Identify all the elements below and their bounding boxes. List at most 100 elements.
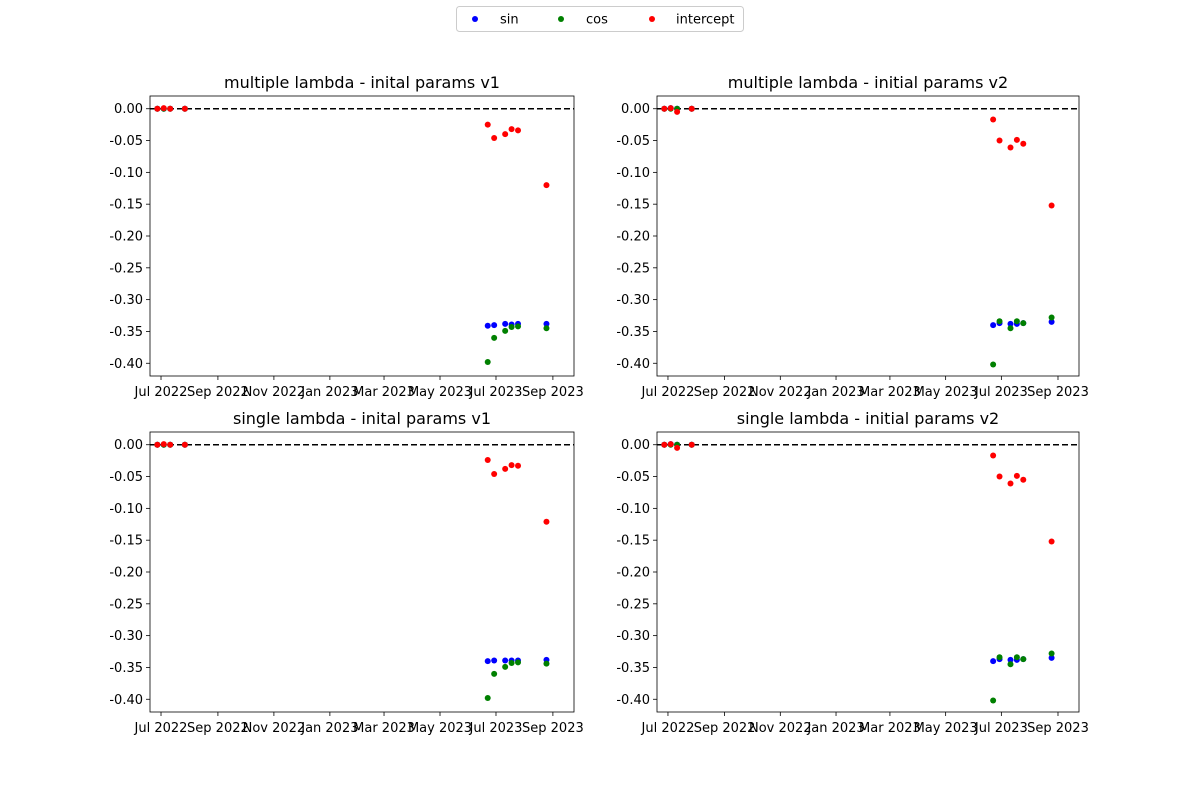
data-point-cos xyxy=(508,660,515,666)
x-tick-label: Jul 2023 xyxy=(469,721,523,736)
y-tick-label: -0.15 xyxy=(109,198,143,213)
data-point-intercept xyxy=(1020,140,1027,147)
y-tick-label: -0.40 xyxy=(616,693,650,708)
data-point-cos xyxy=(1007,325,1014,332)
axes-frame xyxy=(149,95,575,377)
data-point-sin xyxy=(491,657,498,664)
chart-title: single lambda - inital params v1 xyxy=(233,409,491,428)
x-tick-label: Jan 2023 xyxy=(806,721,864,736)
axes-frame xyxy=(656,431,1080,713)
subplot-2: multiple lambda - initial params v2 0.00 -… xyxy=(616,73,1088,400)
data-point-sin xyxy=(1048,318,1055,325)
x-tick-label: Sep 2023 xyxy=(522,385,584,400)
chart-title: single lambda - initial params v2 xyxy=(737,409,999,428)
x-tick-label: May 2023 xyxy=(408,721,472,736)
y-tick-label: -0.35 xyxy=(616,661,650,676)
data-point-intercept xyxy=(1007,480,1014,487)
y-tick-label: -0.30 xyxy=(109,629,143,644)
y-tick-label: -0.15 xyxy=(109,534,143,549)
y-tick-label: -0.10 xyxy=(616,502,650,517)
x-tick-label: Nov 2022 xyxy=(243,385,306,400)
axes-frame xyxy=(149,431,575,713)
x-tick-label: Sep 2022 xyxy=(187,721,249,736)
data-point-intercept xyxy=(667,105,674,112)
data-point-intercept xyxy=(508,462,515,469)
y-tick-label: -0.05 xyxy=(109,470,143,485)
x-tick-label: Jan 2023 xyxy=(806,385,864,400)
x-tick-label: Sep 2023 xyxy=(522,721,584,736)
x-tick-label: Jul 2022 xyxy=(641,385,695,400)
data-point-sin xyxy=(484,658,491,665)
data-point-cos xyxy=(996,654,1003,661)
data-point-intercept xyxy=(543,518,550,525)
y-tick-label: -0.20 xyxy=(109,230,143,245)
data-point-intercept xyxy=(160,441,167,448)
y-tick-label: -0.10 xyxy=(616,166,650,181)
data-point-cos xyxy=(491,334,498,341)
data-point-cos xyxy=(484,695,491,701)
data-point-cos xyxy=(990,697,997,704)
legend-marker-sin xyxy=(472,16,478,22)
axes-frame xyxy=(656,95,1080,377)
data-point-intercept xyxy=(990,452,997,459)
data-point-intercept xyxy=(491,135,498,141)
data-point-intercept xyxy=(688,441,695,448)
y-tick-label: 0.00 xyxy=(621,102,650,117)
x-tick-label: Jan 2023 xyxy=(300,385,358,400)
data-point-sin xyxy=(1007,320,1014,327)
legend-label-sin: sin xyxy=(500,13,519,28)
data-point-intercept xyxy=(688,105,695,112)
data-point-intercept xyxy=(167,441,174,448)
y-tick-label: -0.25 xyxy=(109,597,143,612)
x-tick-label: Jul 2022 xyxy=(641,721,695,736)
data-point-cos xyxy=(1013,654,1020,661)
y-tick-label: -0.40 xyxy=(109,357,143,372)
y-tick-label: -0.05 xyxy=(616,134,650,149)
legend-label-intercept: intercept xyxy=(676,13,735,28)
data-point-intercept xyxy=(502,465,509,472)
data-point-cos xyxy=(996,318,1003,325)
series-intercept xyxy=(154,441,550,525)
data-point-intercept xyxy=(515,127,522,134)
subplots: multiple lambda - inital params v1 0.00 -0… xyxy=(109,73,1088,736)
data-point-cos xyxy=(515,659,522,666)
data-point-sin xyxy=(1007,656,1014,663)
x-tick-label: Sep 2023 xyxy=(1027,721,1089,736)
data-point-intercept xyxy=(154,441,161,448)
y-tick-label: -0.05 xyxy=(109,134,143,149)
legend-item-cos: cos xyxy=(558,13,608,28)
data-point-cos xyxy=(990,361,997,368)
data-point-sin xyxy=(491,322,498,329)
series-intercept xyxy=(154,105,550,189)
data-point-sin xyxy=(990,322,997,329)
series-intercept xyxy=(661,441,1055,545)
x-tick-label: Mar 2023 xyxy=(859,385,921,400)
data-point-intercept xyxy=(1013,472,1020,479)
x-tick-label: Jan 2023 xyxy=(300,721,358,736)
data-point-cos xyxy=(1048,314,1055,321)
y-tick-label: -0.35 xyxy=(109,661,143,676)
data-point-cos xyxy=(1013,318,1020,325)
data-point-intercept xyxy=(990,116,997,123)
data-point-intercept xyxy=(661,441,668,448)
x-tick-label: Mar 2023 xyxy=(353,385,415,400)
series-intercept xyxy=(661,105,1055,209)
y-tick-label: -0.25 xyxy=(109,261,143,276)
data-point-intercept xyxy=(181,441,188,448)
chart-title: multiple lambda - inital params v1 xyxy=(224,73,500,92)
x-tick-label: May 2023 xyxy=(914,721,978,736)
y-tick-label: 0.00 xyxy=(114,102,143,117)
y-tick-label: -0.35 xyxy=(109,325,143,340)
x-tick-label: Mar 2023 xyxy=(353,721,415,736)
x-tick-label: Jul 2022 xyxy=(134,385,188,400)
legend-label-cos: cos xyxy=(586,13,608,28)
data-point-intercept xyxy=(484,457,491,463)
data-point-cos xyxy=(502,327,509,334)
data-point-cos xyxy=(543,660,550,667)
data-point-sin xyxy=(484,322,491,329)
x-tick-label: May 2023 xyxy=(914,385,978,400)
subplot-1: multiple lambda - inital params v1 0.00 -0… xyxy=(109,73,583,400)
data-point-cos xyxy=(1048,650,1055,657)
data-point-intercept xyxy=(508,126,515,133)
